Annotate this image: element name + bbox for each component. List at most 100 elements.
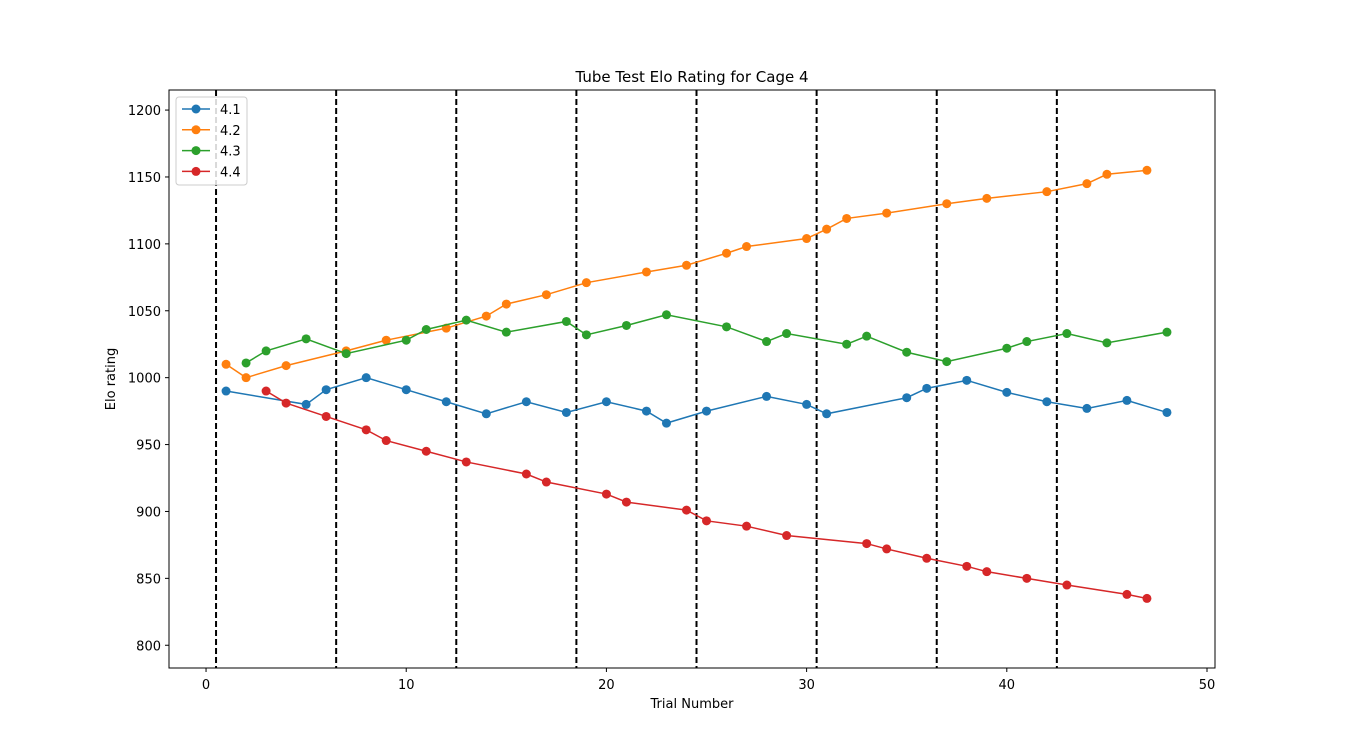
data-point (421, 324, 431, 334)
data-point (822, 409, 832, 419)
legend: 4.1 4.2 4.3 4.4 (175, 96, 248, 186)
data-point (521, 397, 531, 407)
data-point (742, 242, 752, 252)
legend-item-4.1: 4.1 (182, 103, 241, 118)
round-separators (215, 90, 1058, 668)
data-point (1102, 338, 1112, 348)
legend-label: 4.2 (220, 124, 241, 139)
data-point (321, 411, 331, 421)
data-point (621, 497, 631, 507)
data-point (802, 234, 812, 244)
chart-title: Tube Test Elo Rating for Cage 4 (574, 68, 808, 86)
data-point (862, 331, 872, 341)
data-point (501, 327, 511, 337)
data-point (1162, 407, 1172, 417)
data-point (461, 457, 471, 467)
data-point (441, 397, 451, 407)
y-tick-label: 1200 (128, 104, 161, 119)
data-point (221, 386, 231, 396)
data-point (842, 339, 852, 349)
x-tick-label: 0 (202, 678, 210, 693)
series-line-4.1 (225, 376, 1168, 424)
data-point (862, 539, 872, 549)
data-point (241, 358, 251, 368)
y-tick-label: 900 (136, 505, 161, 520)
legend-label: 4.3 (220, 145, 241, 160)
data-point (962, 561, 972, 571)
series-4.2 (221, 165, 1152, 383)
y-tick-label: 1000 (128, 372, 161, 387)
data-point (782, 531, 792, 541)
plot-frame (168, 89, 1216, 669)
data-point (521, 469, 531, 479)
x-tick-label: 30 (798, 678, 815, 693)
x-tick-label: 10 (398, 678, 415, 693)
data-point (261, 386, 271, 396)
data-point (661, 310, 671, 320)
data-point (962, 375, 972, 385)
data-point (241, 373, 251, 383)
data-point (601, 489, 611, 499)
data-point (641, 406, 651, 416)
data-point (681, 505, 691, 515)
data-point (762, 391, 772, 401)
data-point (1002, 343, 1012, 353)
legend-marker (191, 166, 201, 176)
y-tick-label: 1050 (128, 305, 161, 320)
data-point (1022, 337, 1032, 347)
data-point (461, 315, 471, 325)
data-point (381, 335, 391, 345)
y-axis-ticks: 800 850 900 950 1000 1050 1100 1150 1200 (128, 104, 169, 654)
data-point (301, 399, 311, 409)
data-point (1122, 589, 1132, 599)
data-point (762, 337, 772, 347)
data-point (221, 359, 231, 369)
legend-item-4.2: 4.2 (182, 124, 241, 139)
series-layer (221, 165, 1172, 603)
legend-marker (191, 125, 201, 135)
data-point (942, 357, 952, 367)
data-point (341, 349, 351, 359)
x-axis-ticks: 0 10 20 30 40 50 (202, 668, 1215, 693)
data-point (922, 553, 932, 563)
legend-label: 4.4 (220, 165, 241, 180)
data-point (742, 521, 752, 531)
data-point (842, 213, 852, 223)
data-point (902, 393, 912, 403)
y-tick-label: 1150 (128, 171, 161, 186)
y-tick-label: 1100 (128, 238, 161, 253)
data-point (381, 436, 391, 446)
y-tick-label: 850 (136, 572, 161, 587)
data-point (782, 329, 792, 339)
data-point (1042, 187, 1052, 197)
data-point (1002, 387, 1012, 397)
data-point (922, 383, 932, 393)
data-point (1082, 403, 1092, 413)
data-point (722, 322, 732, 332)
legend-item-4.3: 4.3 (182, 145, 241, 160)
data-point (882, 208, 892, 218)
data-point (561, 316, 571, 326)
x-tick-label: 20 (598, 678, 615, 693)
data-point (361, 373, 371, 383)
legend-label: 4.1 (220, 103, 241, 118)
series-4.3 (241, 310, 1172, 368)
plot-area (169, 90, 1215, 668)
data-point (882, 544, 892, 554)
data-point (541, 477, 551, 487)
y-tick-label: 950 (136, 439, 161, 454)
data-point (401, 385, 411, 395)
data-point (1142, 593, 1152, 603)
data-point (942, 199, 952, 209)
legend-item-4.4: 4.4 (182, 165, 241, 180)
data-point (601, 397, 611, 407)
x-axis-label: Trial Number (650, 697, 735, 712)
x-tick-label: 50 (1199, 678, 1216, 693)
series-4.4 (261, 386, 1152, 603)
data-point (621, 320, 631, 330)
data-point (501, 299, 511, 309)
data-point (261, 346, 271, 356)
data-point (702, 406, 712, 416)
data-point (1122, 395, 1132, 405)
data-point (1142, 165, 1152, 175)
